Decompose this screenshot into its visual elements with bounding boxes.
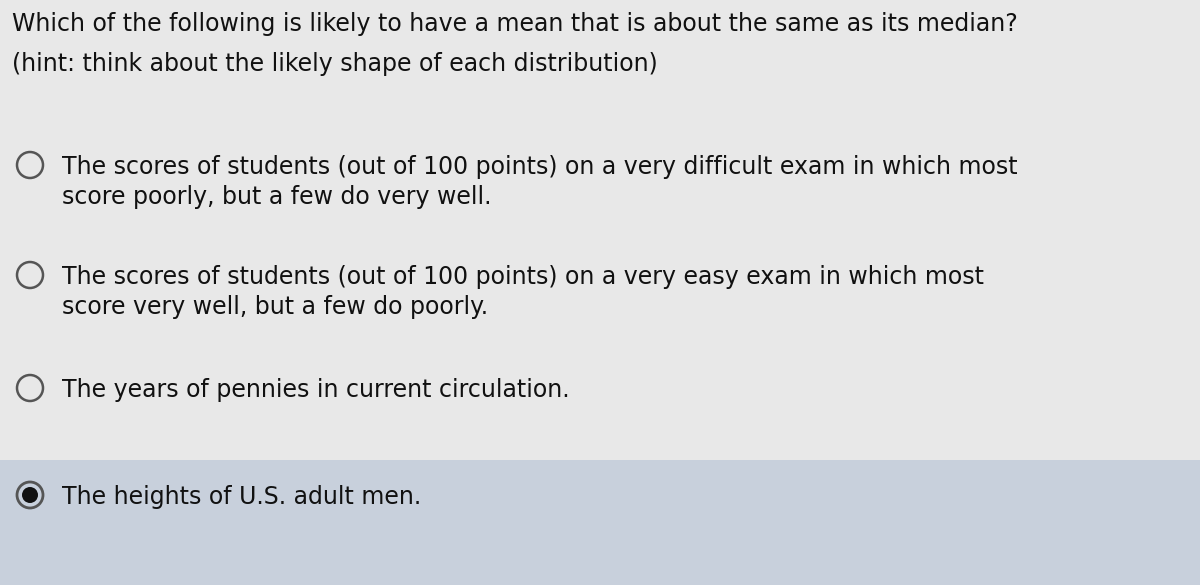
Text: score poorly, but a few do very well.: score poorly, but a few do very well.	[62, 185, 492, 209]
Text: The scores of students (out of 100 points) on a very difficult exam in which mos: The scores of students (out of 100 point…	[62, 155, 1018, 179]
FancyBboxPatch shape	[0, 460, 1200, 585]
Text: score very well, but a few do poorly.: score very well, but a few do poorly.	[62, 295, 488, 319]
Text: The years of pennies in current circulation.: The years of pennies in current circulat…	[62, 378, 570, 402]
Text: Which of the following is likely to have a mean that is about the same as its me: Which of the following is likely to have…	[12, 12, 1018, 36]
Text: The heights of U.S. adult men.: The heights of U.S. adult men.	[62, 485, 421, 509]
Circle shape	[22, 487, 38, 503]
Text: (hint: think about the likely shape of each distribution): (hint: think about the likely shape of e…	[12, 52, 658, 76]
Text: The scores of students (out of 100 points) on a very easy exam in which most: The scores of students (out of 100 point…	[62, 265, 984, 289]
